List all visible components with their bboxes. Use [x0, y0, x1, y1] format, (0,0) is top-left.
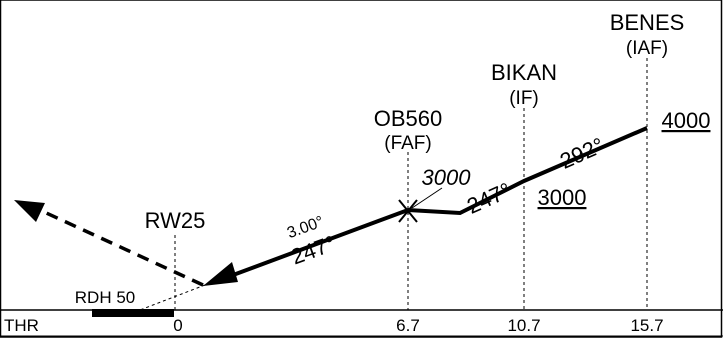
distance: 10.7 [507, 316, 540, 335]
fix-role: (IF) [509, 88, 539, 109]
fix-role: (IAF) [626, 38, 668, 59]
fix-name: BIKAN [491, 60, 557, 85]
rdh: RDH 50 [75, 288, 135, 307]
runway-bar [92, 309, 174, 317]
missed-approach [41, 209, 204, 287]
fix-name: BENES [610, 10, 685, 35]
path-arrow [203, 262, 238, 286]
threshold: THR [4, 316, 39, 335]
altitude: 3000 [538, 185, 587, 210]
leader [411, 187, 443, 209]
fap-cross [398, 199, 418, 223]
profile-path [224, 126, 648, 280]
fix-role: (FAF) [384, 133, 432, 154]
fix-name: OB560 [374, 106, 443, 131]
missed-arrow [14, 200, 45, 222]
runway-name: RW25 [145, 208, 206, 233]
distance: 15.7 [630, 316, 663, 335]
distance: 6.7 [396, 316, 420, 335]
distance: 0 [173, 316, 182, 335]
altitude: 4000 [662, 108, 711, 133]
altitude: 3000 [422, 165, 472, 190]
